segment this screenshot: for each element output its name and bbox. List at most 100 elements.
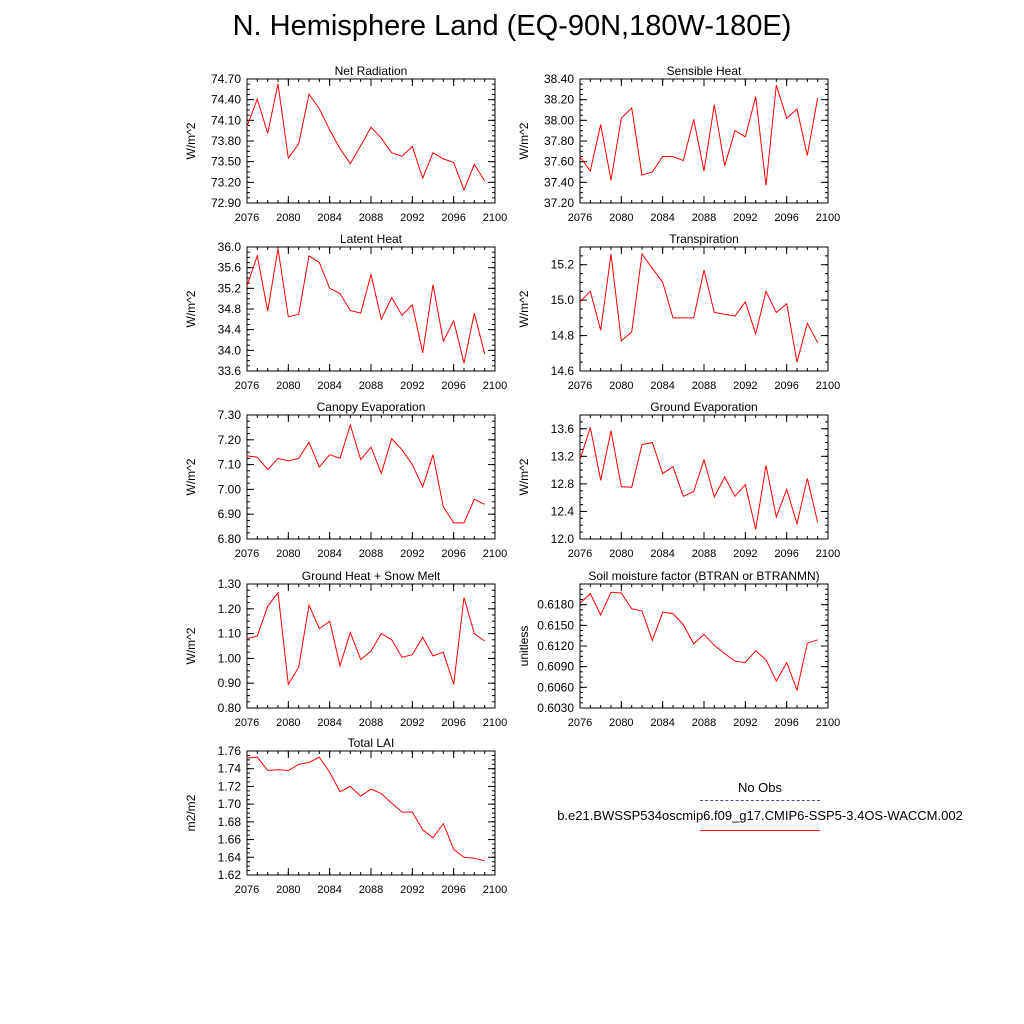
y-tick-label: 14.8 — [551, 329, 575, 343]
y-axis-label: W/m^2 — [517, 290, 531, 327]
y-axis-label: W/m^2 — [517, 122, 531, 159]
y-tick-label: 73.20 — [211, 175, 241, 189]
x-tick-label: 2084 — [650, 212, 674, 224]
x-tick-label: 2080 — [609, 380, 633, 392]
y-tick-label: 72.90 — [211, 196, 241, 210]
x-tick-label: 2100 — [816, 380, 840, 392]
y-tick-label: 37.80 — [544, 134, 574, 148]
y-tick-label: 14.6 — [551, 364, 575, 378]
series-line-model — [246, 83, 486, 192]
y-tick-label: 0.6180 — [537, 598, 574, 612]
y-tick-label: 37.40 — [544, 175, 574, 189]
x-tick-label: 2076 — [235, 548, 259, 560]
x-tick-label: 2076 — [235, 380, 259, 392]
y-tick-label: 7.30 — [218, 408, 242, 422]
x-tick-label: 2084 — [317, 717, 341, 729]
chart-title: Ground Evaporation — [650, 400, 757, 414]
plot-frame — [246, 750, 496, 876]
chart-title: Total LAI — [348, 736, 395, 750]
chart-title: Ground Heat + Snow Melt — [302, 569, 441, 583]
y-tick-label: 37.20 — [544, 196, 574, 210]
x-tick-label: 2088 — [359, 717, 383, 729]
x-tick-label: 2096 — [774, 717, 798, 729]
x-tick-label: 2080 — [276, 884, 300, 896]
x-tick-label: 2080 — [609, 717, 633, 729]
x-tick-label: 2100 — [483, 548, 507, 560]
y-tick-label: 38.40 — [544, 72, 574, 86]
y-tick-label: 1.66 — [218, 833, 242, 847]
y-tick-label: 1.72 — [218, 779, 242, 793]
y-tick-label: 1.76 — [218, 744, 242, 758]
x-tick-label: 2088 — [692, 380, 716, 392]
x-tick-label: 2088 — [692, 548, 716, 560]
x-tick-label: 2092 — [400, 548, 424, 560]
x-tick-label: 2092 — [733, 717, 757, 729]
x-tick-label: 2088 — [359, 212, 383, 224]
chart-panel-4: 2076 2080 2084 2088 2092 2096 2100 14.6 14.8 15.0… — [517, 232, 840, 392]
y-tick-label: 33.6 — [218, 364, 242, 378]
x-tick-label: 2100 — [483, 380, 507, 392]
x-tick-label: 2088 — [692, 212, 716, 224]
x-tick-label: 2080 — [276, 717, 300, 729]
x-tick-label: 2088 — [359, 884, 383, 896]
y-tick-label: 7.00 — [218, 482, 242, 496]
x-tick-label: 2080 — [276, 548, 300, 560]
x-tick-label: 2084 — [317, 380, 341, 392]
y-tick-label: 12.8 — [551, 477, 575, 491]
y-tick-label: 1.74 — [218, 762, 242, 776]
y-axis-label: W/m^2 — [517, 458, 531, 495]
x-tick-label: 2076 — [235, 884, 259, 896]
y-tick-label: 0.90 — [218, 676, 242, 690]
y-tick-label: 7.10 — [218, 458, 242, 472]
x-tick-label: 2084 — [317, 884, 341, 896]
x-tick-label: 2096 — [441, 212, 465, 224]
y-tick-label: 74.70 — [211, 72, 241, 86]
y-tick-label: 0.6060 — [537, 680, 574, 694]
x-tick-label: 2096 — [774, 212, 798, 224]
y-tick-label: 0.6120 — [537, 639, 574, 653]
x-tick-label: 2080 — [609, 212, 633, 224]
chart-panel-6: 2076 2080 2084 2088 2092 2096 2100 12.0 12.4 12.8… — [517, 400, 840, 560]
y-tick-label: 34.8 — [218, 302, 242, 316]
y-tick-label: 13.6 — [551, 422, 575, 436]
chart-panel-9: 2076 2080 2084 2088 2092 2096 2100 1.62 1.64 1.66… — [184, 736, 507, 896]
x-tick-label: 2092 — [400, 380, 424, 392]
y-tick-label: 13.2 — [551, 449, 575, 463]
x-tick-label: 2076 — [568, 717, 592, 729]
series-line-model — [246, 756, 485, 862]
plot-frame — [579, 583, 829, 709]
x-tick-label: 2080 — [276, 380, 300, 392]
y-axis-label: W/m^2 — [184, 627, 198, 664]
series-line-model — [579, 85, 819, 186]
chart-title: Net Radiation — [335, 64, 408, 78]
x-tick-label: 2096 — [441, 717, 465, 729]
x-tick-label: 2076 — [568, 212, 592, 224]
y-tick-label: 1.70 — [218, 797, 242, 811]
x-tick-label: 2080 — [276, 212, 300, 224]
y-tick-label: 12.0 — [551, 532, 575, 546]
chart-panel-7: 2076 2080 2084 2088 2092 2096 2100 0.80 0.90 1.00… — [184, 569, 507, 729]
y-tick-label: 0.6150 — [537, 618, 574, 632]
x-tick-label: 2092 — [733, 380, 757, 392]
y-tick-label: 35.2 — [218, 281, 242, 295]
x-tick-label: 2096 — [774, 380, 798, 392]
x-tick-label: 2092 — [400, 212, 424, 224]
y-tick-label: 74.10 — [211, 113, 241, 127]
x-tick-label: 2084 — [650, 548, 674, 560]
x-tick-label: 2096 — [441, 380, 465, 392]
page-title: N. Hemisphere Land (EQ-90N,180W-180E) — [232, 10, 792, 42]
chart-title: Transpiration — [669, 232, 739, 246]
y-tick-label: 1.00 — [218, 651, 242, 665]
chart-panel-5: 2076 2080 2084 2088 2092 2096 2100 6.80 6.90 7.00… — [184, 400, 507, 560]
series-line-model — [246, 591, 485, 686]
series-line-model — [579, 427, 819, 530]
x-tick-label: 2080 — [609, 548, 633, 560]
chart-title: Latent Heat — [340, 232, 403, 246]
x-tick-label: 2076 — [568, 380, 592, 392]
chart-title: Canopy Evaporation — [317, 400, 426, 414]
y-tick-label: 1.30 — [218, 577, 242, 591]
y-tick-label: 7.20 — [218, 433, 242, 447]
chart-panel-8: 2076 2080 2084 2088 2092 2096 2100 0.6030 0.6060… — [517, 569, 840, 729]
y-tick-label: 34.0 — [218, 343, 242, 357]
